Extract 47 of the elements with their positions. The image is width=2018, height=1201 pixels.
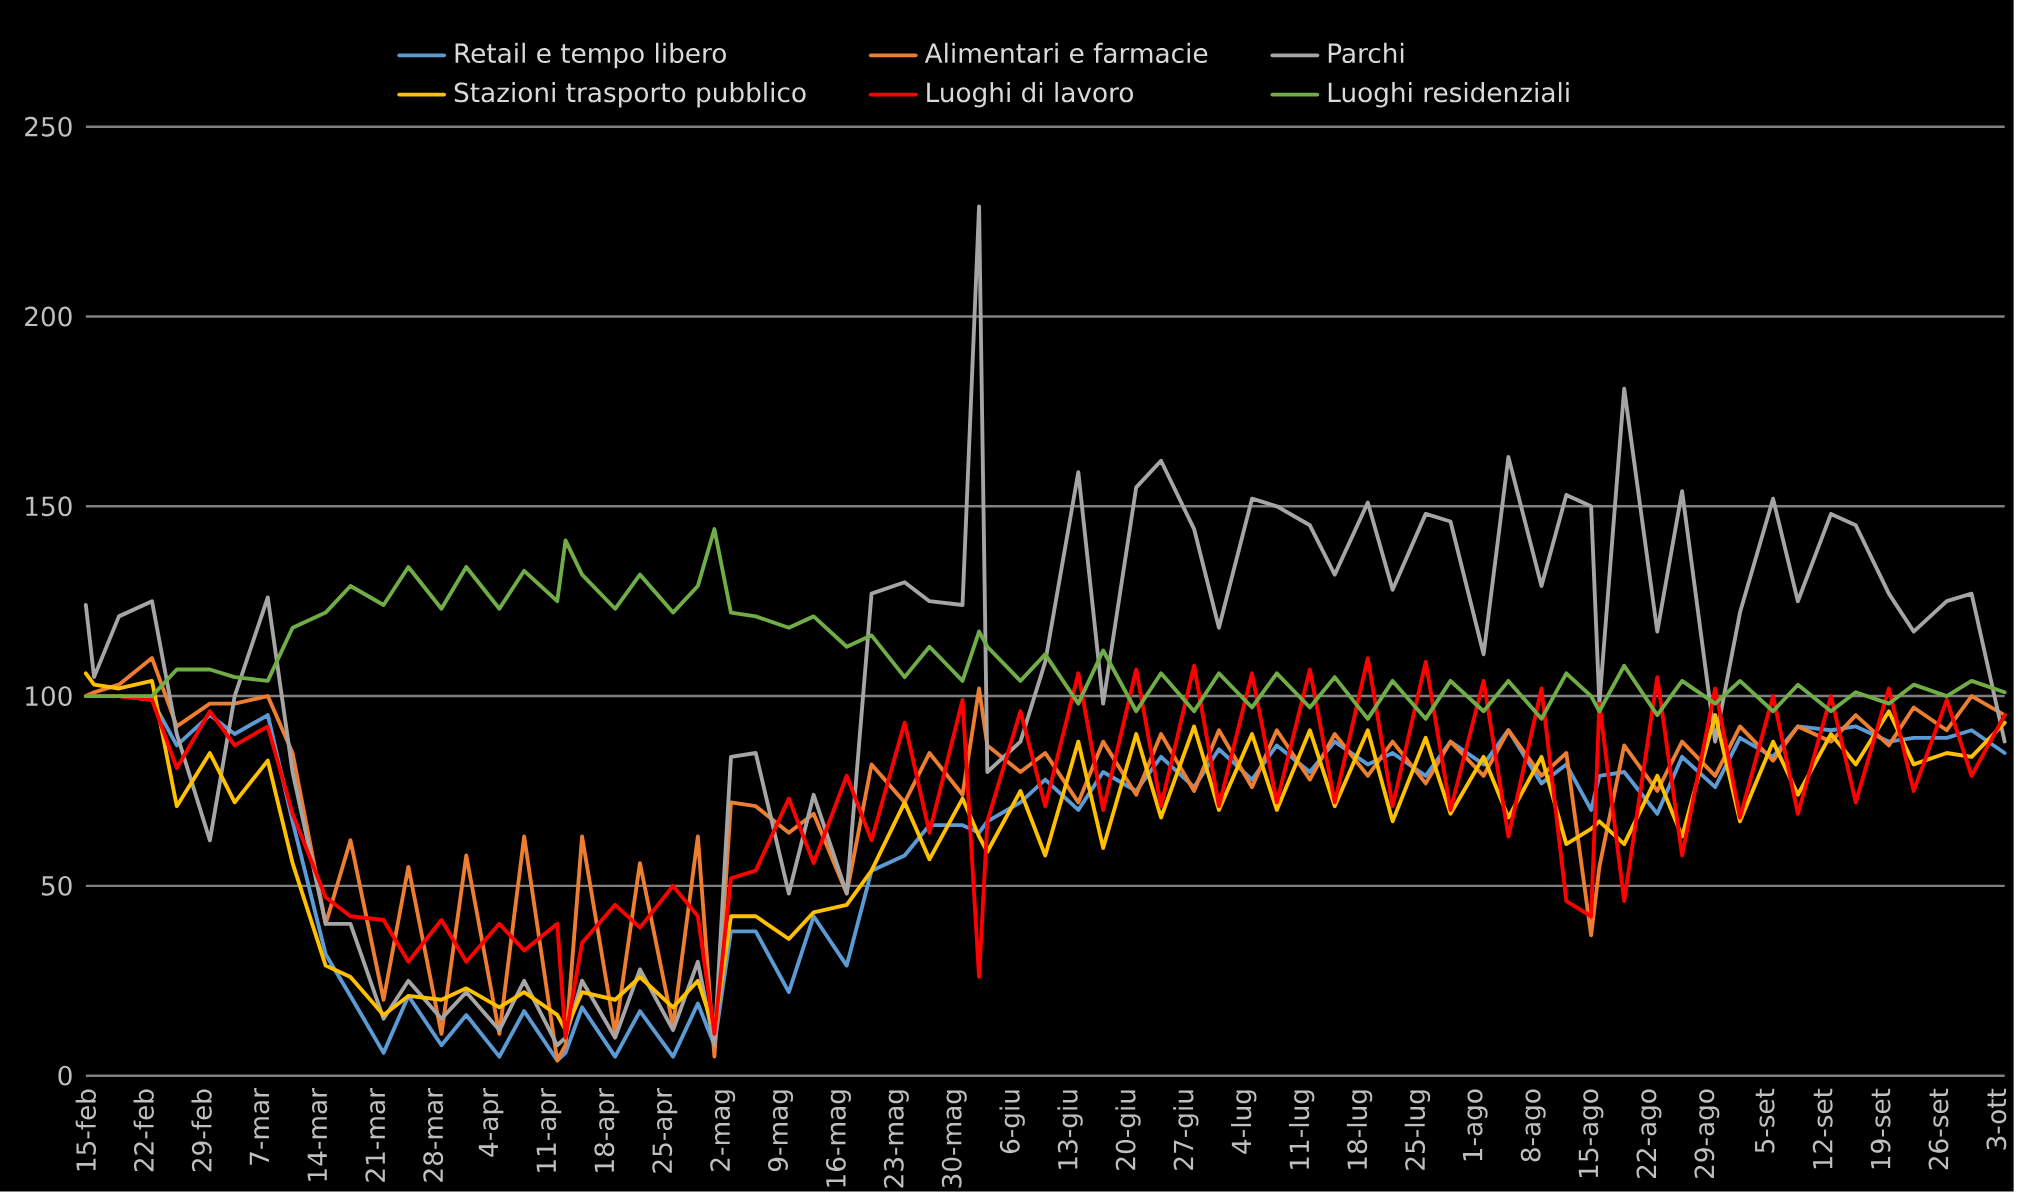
- x-tick-label: 19-set: [1870, 1088, 1891, 1169]
- x-tick-label: 4-apr: [478, 1087, 504, 1157]
- y-tick-label: 50: [41, 875, 72, 896]
- x-tick-label: 22-ago: [1636, 1089, 1662, 1178]
- x-tick-label: 28-mar: [423, 1087, 444, 1182]
- x-tick-label: 1-ago: [1463, 1089, 1488, 1161]
- legend-label: Luoghi di lavoro: [927, 81, 1133, 108]
- x-tick-label: 18-apr: [594, 1087, 620, 1172]
- x-tick-label: 15-ago: [1578, 1089, 1604, 1177]
- x-tick-label: 21-mar: [365, 1087, 386, 1182]
- y-tick-label: 150: [26, 496, 72, 517]
- x-tick-label: 25-lug: [1404, 1090, 1431, 1170]
- y-tick-label: 200: [25, 306, 72, 327]
- x-tick-label: 4-lug: [1231, 1090, 1257, 1154]
- x-tick-label: 3-ott: [1986, 1088, 2007, 1150]
- x-tick-label: 13-giu: [1057, 1090, 1083, 1169]
- x-tick-label: 25-apr: [652, 1087, 678, 1173]
- x-tick-label: 7-mar: [249, 1087, 270, 1165]
- y-tick-label: 0: [58, 1065, 72, 1086]
- legend-label: Luoghi residenziali: [1328, 81, 1569, 108]
- y-tick-label: 100: [26, 686, 72, 706]
- x-tick-label: 15-feb: [75, 1089, 96, 1171]
- x-tick-label: 30-mag: [941, 1090, 967, 1188]
- x-tick-label: 29-feb: [191, 1089, 212, 1172]
- x-tick-label: 14-mar: [307, 1087, 328, 1181]
- x-tick-label: 23-mag: [883, 1090, 909, 1188]
- x-tick-label: 5-set: [1755, 1088, 1775, 1153]
- legend-label: Stazioni trasporto pubblico: [454, 81, 806, 108]
- x-tick-label: 29-ago: [1694, 1089, 1720, 1178]
- x-tick-label: 12-set: [1812, 1088, 1833, 1169]
- line-series: [83, 204, 2007, 1048]
- legend-label: Retail e tempo libero: [455, 42, 726, 69]
- legend-label: Parchi: [1328, 42, 1404, 64]
- x-tick-label: 16-mag: [825, 1090, 851, 1187]
- x-tick-label: 11-lug: [1288, 1090, 1315, 1169]
- x-tick-label: 2-mag: [710, 1090, 736, 1171]
- legend-label: Alimentari e farmacie: [924, 42, 1208, 64]
- y-tick-label: 250: [25, 116, 72, 137]
- x-tick-label: 9-mag: [768, 1090, 794, 1171]
- x-tick-label: 18-lug: [1346, 1090, 1373, 1169]
- x-tick-label: 22-feb: [133, 1089, 154, 1172]
- x-tick-label: 6-giu: [999, 1090, 1025, 1154]
- x-tick-label: 20-giu: [1115, 1090, 1141, 1170]
- x-tick-label: 8-ago: [1520, 1089, 1546, 1162]
- x-tick-label: 27-giu: [1173, 1090, 1199, 1170]
- x-tick-label: 26-set: [1928, 1088, 1949, 1170]
- x-tick-label: 11-apr: [536, 1087, 562, 1172]
